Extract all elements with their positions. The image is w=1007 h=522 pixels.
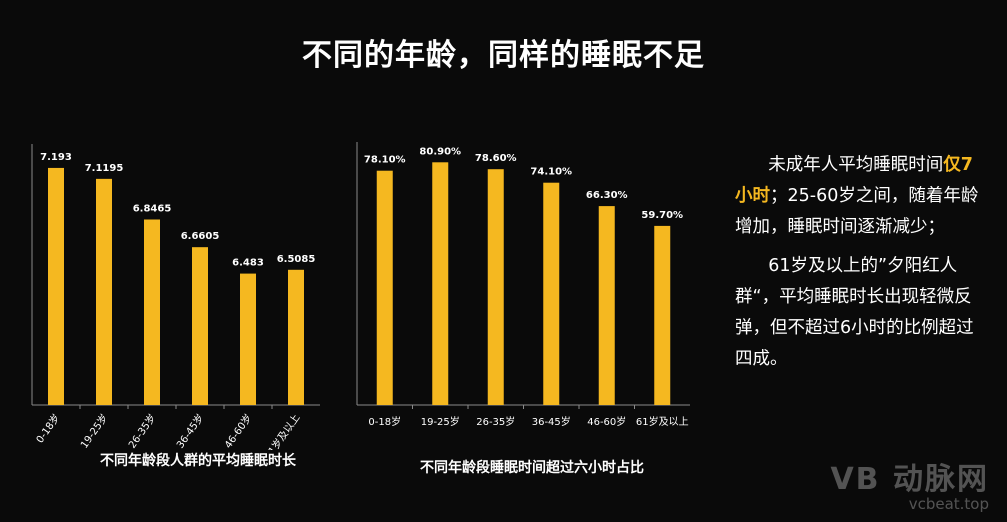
x-tick-label: 36-45岁 — [532, 415, 571, 428]
data-label: 6.5085 — [277, 254, 316, 265]
data-label: 59.70% — [641, 210, 683, 221]
bar — [144, 219, 160, 405]
data-label: 6.6605 — [181, 231, 220, 242]
over-six-hours-chart-caption: 不同年龄段睡眠时间超过六小时占比 — [420, 460, 644, 476]
page-title: 不同的年龄，同样的睡眠不足 — [302, 38, 705, 73]
bar — [654, 225, 671, 405]
bar — [543, 182, 560, 405]
data-label: 6.8465 — [133, 203, 172, 214]
bar — [288, 269, 304, 405]
watermark: VB 动脉网 vcbeat.top — [830, 462, 989, 513]
watermark-site: vcbeat.top — [908, 495, 989, 513]
data-label: 7.1195 — [85, 163, 124, 174]
x-tick-label: 61岁及以上 — [262, 411, 303, 450]
data-label: 78.10% — [364, 155, 406, 166]
data-label: 80.90% — [419, 146, 461, 157]
data-label: 7.193 — [40, 152, 72, 163]
data-label: 78.60% — [475, 153, 517, 164]
data-label: 6.483 — [232, 258, 264, 269]
x-tick-label: 0-18岁 — [368, 415, 401, 428]
over-six-hours-chart: 78.10% 0-18岁 80.90% 19-25岁 78.60% 26-35岁 74.10… — [356, 142, 690, 428]
x-tick-label: 19-25岁 — [421, 415, 460, 428]
avg-sleep-chart: 7.193 0-18岁 7.1195 19-25岁 6.8465 26-35岁 6.6605… — [31, 144, 320, 450]
x-tick-label: 26-35岁 — [476, 415, 515, 428]
summary-highlight: 仅7小时 — [735, 155, 973, 206]
watermark-logo: VB 动脉网 — [830, 462, 989, 497]
bar — [96, 178, 112, 405]
summary-p1-text: 未成年人平均睡眠时间 — [768, 155, 944, 175]
summary-p1-rest: ；25-60岁之间，随着年龄增加，睡眠时间逐渐减少； — [735, 186, 979, 237]
summary-paragraph-2: 61岁及以上的”夕阳红人群“，平均睡眠时长出现轻微反弹，但不超过6小时的比例超过… — [735, 256, 974, 369]
bar — [48, 167, 64, 405]
summary-text: 未成年人平均睡眠时间仅7小时；25-60岁之间，随着年龄增加，睡眠时间逐渐减少；… — [735, 150, 985, 383]
x-tick-label: 46-60岁 — [221, 411, 254, 450]
bar — [240, 273, 256, 405]
summary-paragraph-1: 未成年人平均睡眠时间仅7小时；25-60岁之间，随着年龄增加，睡眠时间逐渐减少； — [735, 150, 985, 243]
bar — [192, 247, 208, 405]
x-tick-label: 61岁及以上 — [636, 415, 689, 428]
data-label: 74.10% — [530, 167, 572, 178]
x-tick-label: 0-18岁 — [33, 411, 62, 445]
bar — [598, 206, 615, 405]
x-tick-label: 46-60岁 — [587, 415, 626, 428]
x-tick-label: 36-45岁 — [173, 411, 206, 450]
avg-sleep-chart-caption: 不同年龄段人群的平均睡眠时长 — [100, 453, 296, 469]
x-tick-label: 19-25岁 — [77, 411, 110, 450]
data-label: 66.30% — [586, 190, 628, 201]
bar — [376, 170, 393, 405]
bar — [432, 162, 449, 405]
bar — [487, 169, 504, 405]
x-tick-label: 26-35岁 — [125, 411, 158, 450]
